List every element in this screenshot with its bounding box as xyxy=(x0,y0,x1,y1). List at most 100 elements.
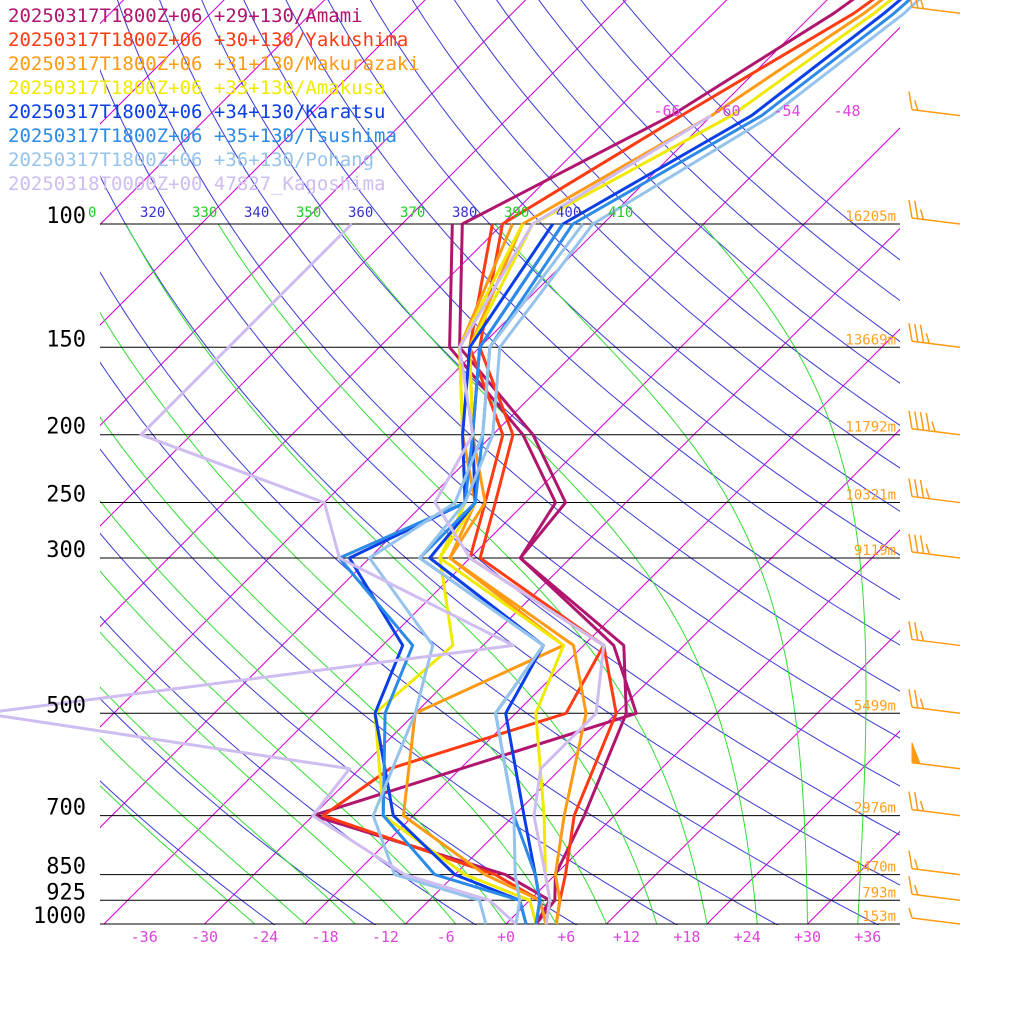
wind-barb xyxy=(911,742,961,770)
wind-barb xyxy=(908,91,961,117)
temperature-tick-label: +18 xyxy=(673,928,700,946)
legend-entry: 20250317T1800Z+06 +34+130/Karatsu xyxy=(8,101,386,123)
dry-adiabat-line xyxy=(100,448,679,925)
temperature-tick-label: -30 xyxy=(191,928,218,946)
dry-adiabat-line xyxy=(453,0,900,426)
dry-adiabat-line xyxy=(411,0,900,469)
temperature-profile-3 xyxy=(438,0,894,925)
moist-adiabat-line xyxy=(908,224,951,924)
isotherm-line xyxy=(405,428,900,925)
pressure-label: 1000 xyxy=(33,904,86,929)
wind-barb xyxy=(908,533,961,559)
moist-adiabat-line xyxy=(336,223,758,925)
dry-adiabat-line xyxy=(285,0,900,601)
moist-adiabat-line xyxy=(494,223,808,924)
upper-temperature-label: -54 xyxy=(773,102,800,120)
dewpoint-profile-1 xyxy=(321,223,606,925)
theta-label: 340 xyxy=(244,205,269,221)
dry-adiabat-line xyxy=(327,0,900,556)
dry-adiabat-line xyxy=(496,0,900,384)
theta-label: 330 xyxy=(192,205,217,221)
legend-entry: 20250317T1800Z+06 +35+130/Tsushima xyxy=(8,125,397,147)
legend-entry: 20250317T1800Z+06 +30+130/Yakushima xyxy=(8,29,409,51)
pressure-label: 250 xyxy=(46,483,86,508)
dewpoint-profile-4 xyxy=(347,223,555,925)
height-label: 153m xyxy=(862,909,896,925)
pressure-label: 700 xyxy=(46,796,86,821)
series-legend: 20250317T1800Z+06 +29+130/Amami 20250317T… xyxy=(8,4,420,196)
pressure-label: 200 xyxy=(46,415,86,440)
legend-entry: 20250318T0000Z+00 47827_Kagoshima xyxy=(8,173,386,195)
wind-barb xyxy=(908,791,961,817)
wind-barb xyxy=(908,621,961,647)
temperature-tick-label: +6 xyxy=(557,928,575,946)
pressure-label: 150 xyxy=(46,327,86,352)
moist-adiabat-line xyxy=(701,223,867,924)
isotherm-line xyxy=(204,227,900,925)
temperature-tick-label: -12 xyxy=(372,928,399,946)
temperature-tick-label: -24 xyxy=(251,928,278,946)
wind-barb xyxy=(910,0,961,15)
upper-temperature-label: -48 xyxy=(833,102,860,120)
height-label: 11792m xyxy=(845,420,896,436)
pressure-label: 100 xyxy=(46,204,86,229)
theta-label: 360 xyxy=(348,205,373,221)
pressure-label: 850 xyxy=(46,855,86,880)
dewpoint-profile-7 xyxy=(0,222,517,926)
pressure-label: 925 xyxy=(46,880,86,905)
theta-label: 0 xyxy=(88,205,96,221)
temperature-profile-6 xyxy=(418,0,921,925)
temperature-tick-label: +24 xyxy=(734,928,761,946)
height-label: 10321m xyxy=(845,488,896,504)
theta-label: 390 xyxy=(504,205,529,221)
temperature-profile-4 xyxy=(428,0,903,925)
dry-adiabat-line xyxy=(100,532,578,925)
temperature-profile-5 xyxy=(418,0,912,925)
temperature-tick-label: +12 xyxy=(613,928,640,946)
wind-barb xyxy=(908,323,961,349)
temperature-tick-label: -18 xyxy=(312,928,339,946)
theta-label: 410 xyxy=(608,205,633,221)
temperature-profile-1 xyxy=(478,0,875,925)
height-label: 2976m xyxy=(854,801,896,817)
height-label: 13669m xyxy=(845,332,896,348)
upper-temperature-label: -60 xyxy=(713,102,740,120)
theta-label: 400 xyxy=(556,205,581,221)
temperature-profile-0 xyxy=(458,0,855,925)
wind-barb xyxy=(908,876,961,902)
wind-barb xyxy=(908,689,961,715)
temperature-profile-7 xyxy=(433,114,713,925)
isotherm-line xyxy=(1009,0,1024,924)
moist-adiabat-line xyxy=(100,785,256,925)
sounding-profiles xyxy=(0,0,921,926)
height-label: 5499m xyxy=(854,698,896,714)
wind-barb xyxy=(908,199,961,225)
temperature-tick-label: -6 xyxy=(437,928,455,946)
wind-barb xyxy=(908,478,961,504)
dry-adiabat-line xyxy=(159,0,900,739)
theta-label: 380 xyxy=(452,205,477,221)
upper-temperature-label: -66 xyxy=(653,102,680,120)
temperature-tick-label: +36 xyxy=(854,928,881,946)
isotherm-line xyxy=(807,830,900,925)
isotherm-line xyxy=(304,328,900,925)
wind-barb xyxy=(908,410,961,436)
theta-label: 320 xyxy=(140,205,165,221)
moist-adiabat-line xyxy=(125,223,658,925)
dewpoint-profile-5 xyxy=(337,223,565,925)
dry-adiabat-line xyxy=(369,0,900,512)
pressure-label: 500 xyxy=(46,693,86,718)
height-label: 9119m xyxy=(854,543,896,559)
dry-adiabat-line xyxy=(116,0,900,787)
dry-adiabat-line xyxy=(580,0,900,302)
dewpoint-profile-3 xyxy=(373,223,538,925)
isotherm-line xyxy=(606,629,900,925)
isotherm-line xyxy=(505,529,900,925)
isotherm-line xyxy=(908,0,1024,924)
temperature-tick-label: +0 xyxy=(497,928,515,946)
temperature-tick-label: +30 xyxy=(794,928,821,946)
isobar-lines xyxy=(100,223,900,925)
dry-adiabat-line xyxy=(100,68,900,836)
pressure-label: 300 xyxy=(46,538,86,563)
